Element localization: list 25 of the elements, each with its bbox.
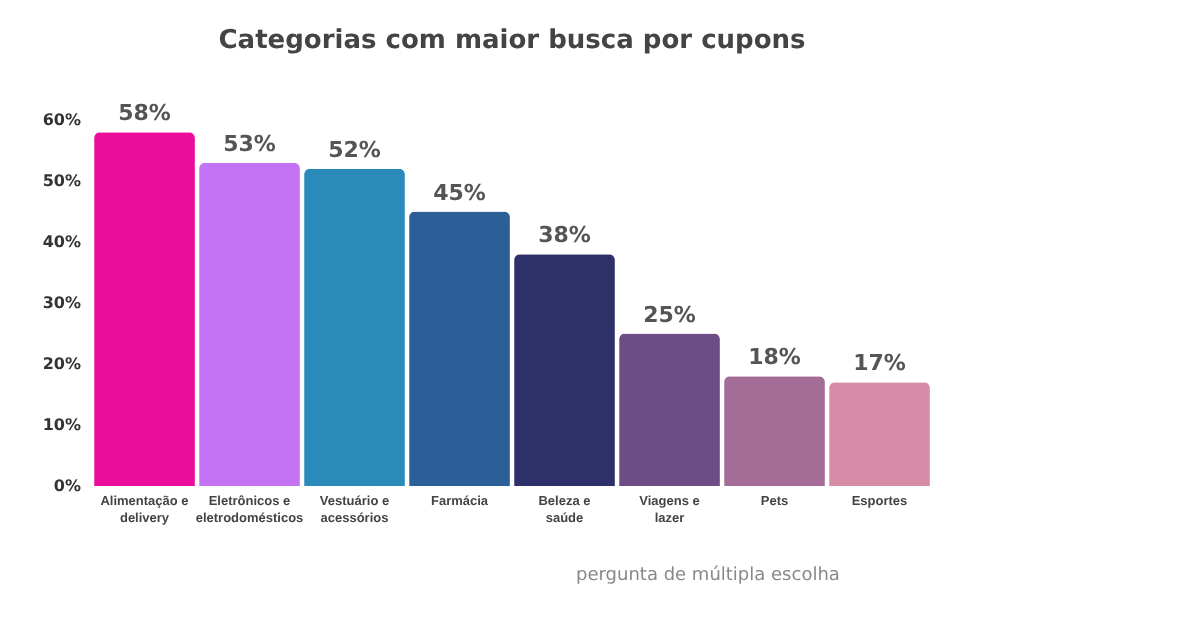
bar [94, 132, 195, 486]
y-tick-label: 0% [53, 477, 81, 495]
text: pergunta de múltipla escolha [576, 566, 840, 586]
data-label: 52% [328, 136, 381, 163]
y-tick-label: 10% [42, 416, 81, 434]
bar [514, 254, 615, 486]
y-tick-label: 40% [42, 233, 81, 251]
data-label: 25% [643, 301, 696, 328]
chart-title: Categorias com maior busca por cupons [218, 26, 807, 57]
y-tick-label: 60% [42, 111, 81, 129]
data-label: 58% [118, 100, 171, 127]
bar [619, 333, 720, 486]
data-label: 38% [538, 222, 591, 249]
data-label: 53% [223, 130, 276, 157]
bar [304, 168, 405, 486]
y-tick-label: 20% [42, 355, 81, 373]
data-label: 18% [748, 344, 801, 371]
y-tick-label: 50% [42, 172, 81, 190]
bar [829, 382, 930, 486]
data-label: 45% [433, 179, 486, 206]
data-label: 17% [853, 350, 906, 377]
bar [724, 376, 825, 486]
bar [199, 162, 300, 486]
y-tick-label: 30% [42, 294, 81, 312]
bar [409, 211, 510, 486]
